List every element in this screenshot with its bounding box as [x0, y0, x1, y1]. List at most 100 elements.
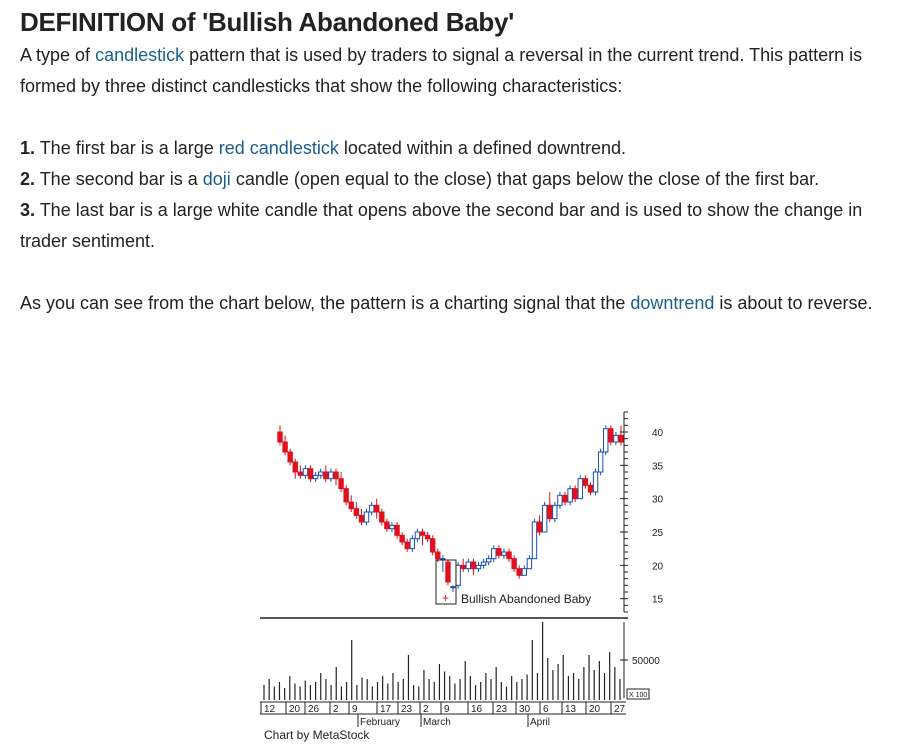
candle-body	[292, 461, 298, 473]
volume-axis-label: 50000	[632, 656, 660, 667]
candle-body	[384, 521, 390, 530]
point-2-number: 2.	[20, 169, 36, 189]
volume-scale-label: X 100	[629, 692, 647, 699]
price-tick-label: 20	[652, 561, 664, 572]
candle-body	[491, 548, 497, 560]
date-tick-label: 26	[308, 704, 320, 715]
candle-body	[394, 524, 400, 536]
point-1-text-post: located within a defined downtrend.	[338, 138, 627, 158]
candlestick-link[interactable]: candlestick	[95, 45, 185, 65]
candle-body	[485, 558, 492, 563]
candle-body	[597, 451, 604, 473]
doji-link[interactable]: doji	[202, 169, 231, 189]
downtrend-link[interactable]: downtrend	[630, 293, 715, 313]
red-candlestick-link[interactable]: red candlestick	[218, 138, 339, 158]
pattern-annotation: Bullish Abandoned Baby	[461, 592, 591, 606]
date-tick-label: 23	[401, 704, 413, 715]
candle-body	[475, 564, 482, 570]
candle-body	[480, 561, 487, 566]
candle-body	[531, 521, 538, 560]
candle-body	[460, 564, 466, 570]
point-1-number: 1.	[20, 138, 36, 158]
closing-text-pre: As you can see from the chart below, the…	[20, 293, 631, 313]
candle-body	[501, 551, 507, 556]
candle-body	[404, 541, 410, 550]
date-tick-label: 2	[333, 704, 339, 715]
candle-body	[409, 538, 416, 550]
candle-body	[287, 451, 293, 463]
candle-body	[506, 551, 512, 560]
date-tick-label: 16	[471, 704, 483, 715]
candle-body	[368, 504, 375, 513]
candle-body	[435, 551, 441, 560]
article: DEFINITION of 'Bullish Abandoned Baby' A…	[20, 0, 900, 319]
candle-body	[353, 508, 360, 516]
point-2-text-post: candle (open equal to the close) that ga…	[230, 169, 820, 189]
candle-body	[572, 488, 578, 500]
point-2-text-pre: The second bar is a	[35, 169, 203, 189]
candle-body	[496, 548, 502, 556]
candle-body	[608, 428, 614, 443]
month-label: March	[423, 717, 451, 728]
candle-body	[511, 558, 517, 570]
candle-body	[552, 504, 558, 520]
candle-body	[343, 488, 349, 503]
price-tick-label: 35	[652, 461, 664, 472]
candle-body	[318, 471, 324, 476]
date-tick-label: 20	[289, 704, 301, 715]
intro-text-pre: A type of	[20, 45, 96, 65]
date-tick-label: 23	[496, 704, 508, 715]
pattern-highlight-box	[435, 559, 457, 605]
candle-body	[348, 501, 354, 510]
volume-group	[263, 622, 621, 700]
pattern-marker: +	[442, 591, 449, 605]
candle-body	[307, 468, 314, 480]
candle-body	[577, 478, 583, 500]
candle-body	[547, 504, 553, 520]
candle-body	[338, 478, 344, 490]
date-tick-label: 9	[444, 704, 450, 715]
candle-body	[445, 561, 451, 583]
candle-body	[379, 511, 385, 523]
candle-body	[363, 511, 370, 523]
point-1: 1. The first bar is a large red candlest…	[20, 133, 900, 164]
candle-body	[557, 494, 563, 506]
date-tick-label: 27	[614, 704, 626, 715]
candle-body	[567, 488, 573, 503]
candle-body	[358, 514, 365, 523]
point-3-number: 3.	[20, 200, 36, 220]
candle-body	[603, 428, 609, 453]
candle-body	[399, 534, 405, 543]
price-tick-label: 30	[652, 495, 664, 506]
candle-body	[302, 468, 309, 476]
candle-body	[516, 568, 522, 576]
candle-body	[465, 561, 472, 570]
month-label: February	[360, 717, 400, 728]
date-tick-label: 6	[543, 704, 549, 715]
candle-body	[450, 586, 456, 589]
candle-body	[470, 561, 477, 570]
point-3: 3. The last bar is a large white candle …	[20, 195, 900, 257]
candle-body	[424, 534, 431, 540]
candle-body	[592, 471, 599, 493]
date-tick-label: 17	[380, 704, 392, 715]
candle-body	[541, 504, 548, 533]
point-3-text: The last bar is a large white candle tha…	[20, 200, 863, 251]
chart-credit: Chart by MetaStock	[264, 728, 370, 742]
candle-body	[521, 568, 527, 576]
price-axis: 40 35 30 25 20 15	[620, 411, 664, 613]
candle-body	[374, 504, 380, 513]
closing-paragraph: As you can see from the chart below, the…	[20, 288, 900, 319]
closing-text-post: is about to reverse.	[714, 293, 873, 313]
candle-body	[429, 538, 436, 553]
candle-body	[389, 524, 395, 530]
candle-body	[419, 531, 426, 536]
date-tick-label: 9	[352, 704, 358, 715]
candle-body	[618, 434, 624, 443]
price-tick-label: 25	[652, 528, 664, 539]
price-tick-label: 40	[652, 428, 664, 439]
candle-body	[328, 471, 334, 480]
